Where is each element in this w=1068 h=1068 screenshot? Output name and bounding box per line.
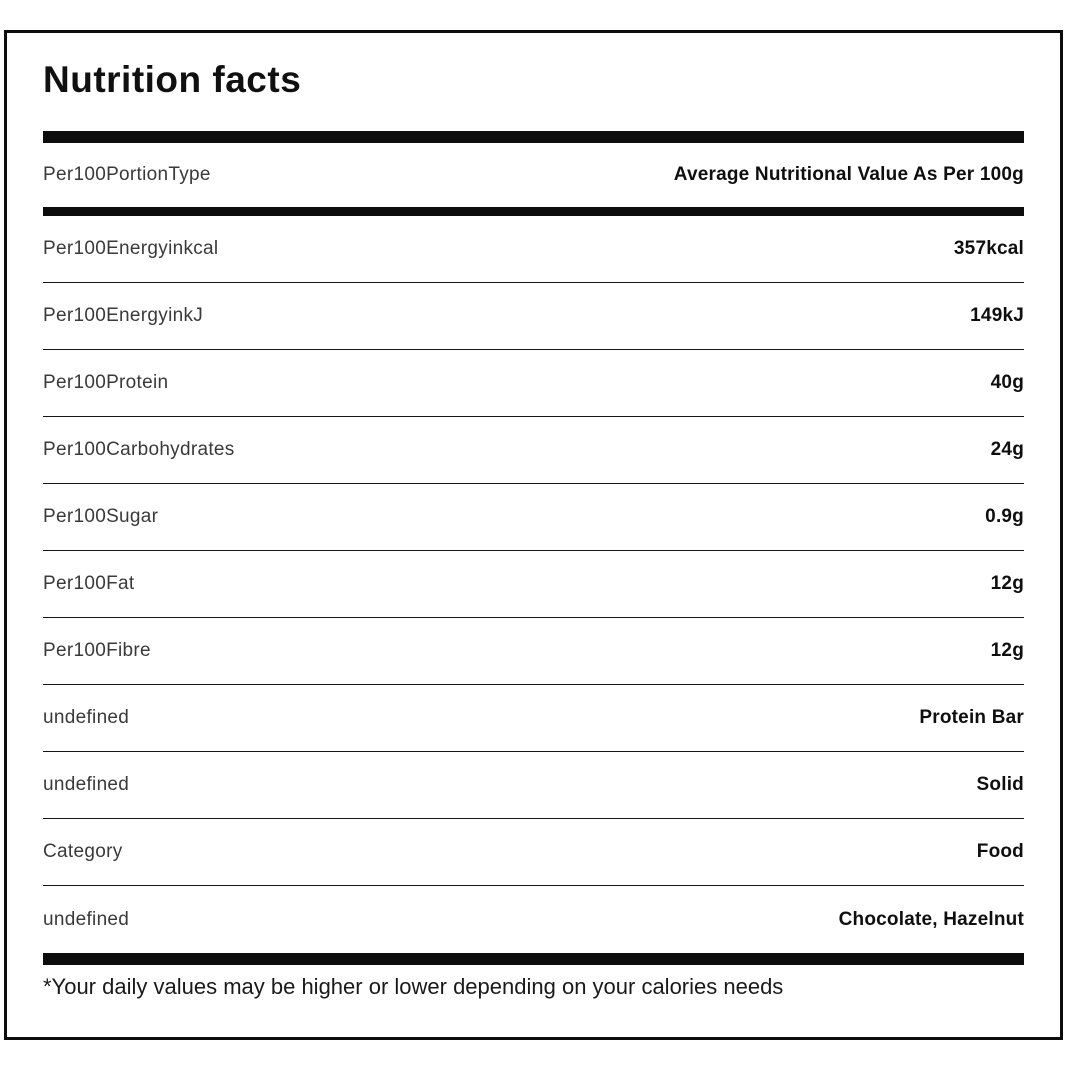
- row-label: Per100Fibre: [43, 640, 151, 661]
- table-row: undefined Chocolate, Hazelnut: [43, 886, 1024, 953]
- table-row: Per100EnergyinkJ 149kJ: [43, 283, 1024, 350]
- table-row: undefined Solid: [43, 752, 1024, 819]
- table-row: Per100Energyinkcal 357kcal: [43, 216, 1024, 283]
- row-label: Per100Protein: [43, 372, 169, 393]
- table-row: Per100Fat 12g: [43, 551, 1024, 618]
- table-row: Category Food: [43, 819, 1024, 886]
- table-row: Per100Fibre 12g: [43, 618, 1024, 685]
- page-title: Nutrition facts: [43, 59, 302, 100]
- table-row: Per100Sugar 0.9g: [43, 484, 1024, 551]
- row-label: Per100Carbohydrates: [43, 439, 235, 460]
- table-header-row: Per100PortionType Average Nutritional Va…: [43, 143, 1024, 207]
- row-label: undefined: [43, 774, 130, 795]
- row-value: 40g: [990, 372, 1024, 393]
- row-label: undefined: [43, 908, 130, 930]
- row-value: Solid: [976, 774, 1024, 795]
- divider-bar-header: [43, 207, 1024, 216]
- row-label: Per100Sugar: [43, 506, 159, 527]
- row-label: undefined: [43, 707, 130, 728]
- row-label: Per100Energyinkcal: [43, 238, 219, 259]
- row-value: 149kJ: [970, 305, 1024, 326]
- daily-values-footnote: *Your daily values may be higher or lowe…: [43, 974, 784, 999]
- row-label: Per100EnergyinkJ: [43, 305, 204, 326]
- row-value: Protein Bar: [919, 707, 1024, 728]
- divider-bar-top: [43, 131, 1024, 143]
- row-label: Per100Fat: [43, 573, 135, 594]
- row-value: 12g: [990, 573, 1024, 594]
- header-value: Average Nutritional Value As Per 100g: [673, 164, 1024, 185]
- row-value: Chocolate, Hazelnut: [838, 908, 1024, 930]
- row-value: 357kcal: [953, 238, 1024, 259]
- table-row: undefined Protein Bar: [43, 685, 1024, 752]
- row-value: 12g: [990, 640, 1024, 661]
- row-value: 0.9g: [985, 506, 1024, 527]
- nutrition-facts-card: Nutrition facts Per100PortionType Averag…: [4, 30, 1063, 1040]
- table-row: Per100Protein 40g: [43, 350, 1024, 417]
- row-value: Food: [976, 841, 1024, 862]
- row-label: Category: [43, 841, 123, 862]
- divider-bar-bottom: [43, 953, 1024, 965]
- header-label: Per100PortionType: [43, 164, 211, 185]
- table-row: Per100Carbohydrates 24g: [43, 417, 1024, 484]
- row-value: 24g: [990, 439, 1024, 460]
